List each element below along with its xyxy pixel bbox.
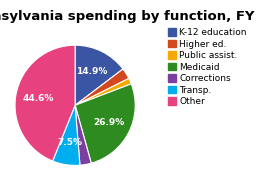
Wedge shape — [75, 84, 135, 163]
Wedge shape — [53, 105, 80, 165]
Wedge shape — [15, 45, 75, 161]
Wedge shape — [75, 105, 91, 165]
Text: 14.9%: 14.9% — [76, 67, 107, 76]
Text: 7.5%: 7.5% — [57, 138, 82, 147]
Wedge shape — [75, 69, 129, 105]
Wedge shape — [75, 78, 131, 105]
Wedge shape — [75, 45, 123, 105]
Text: Pennsylvania spending by function, FY 2013: Pennsylvania spending by function, FY 20… — [0, 10, 259, 23]
Text: 26.9%: 26.9% — [93, 118, 124, 127]
Text: 44.6%: 44.6% — [23, 94, 54, 103]
Legend: K-12 education, Higher ed., Public assist., Medicaid, Corrections, Transp., Othe: K-12 education, Higher ed., Public assis… — [167, 27, 248, 107]
